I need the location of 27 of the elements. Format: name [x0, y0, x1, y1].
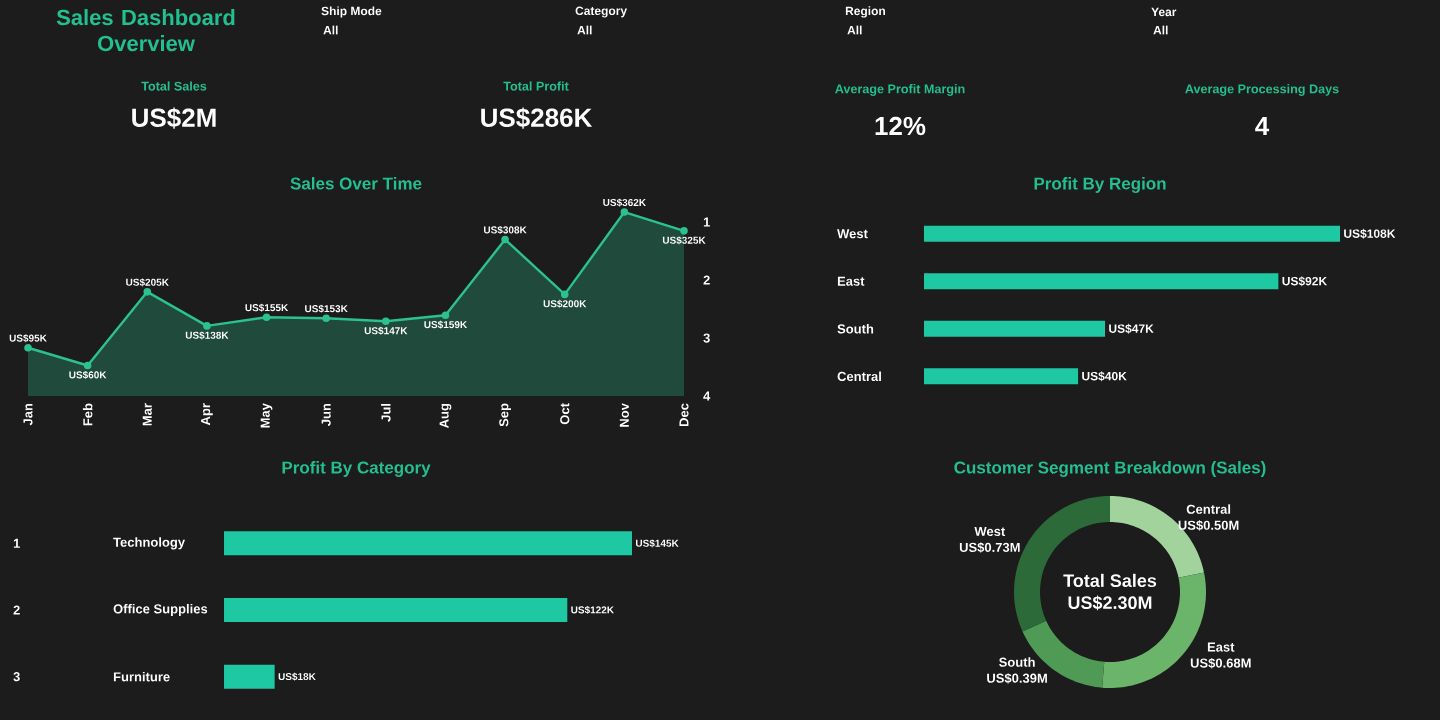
text: 4 — [1255, 117, 1270, 135]
point — [83, 361, 92, 370]
bar — [924, 225, 1341, 242]
text: US$2.30M — [1068, 595, 1152, 611]
point — [262, 313, 271, 322]
chart-title: Customer Segment Breakdown (Sales) — [954, 461, 1266, 477]
point — [382, 317, 390, 326]
bar — [924, 368, 1079, 385]
text: 12% — [875, 116, 926, 136]
point — [203, 322, 211, 330]
bar — [924, 320, 1106, 337]
text: US$2M — [132, 107, 216, 129]
text: US$286K — [481, 107, 593, 129]
point — [24, 343, 32, 352]
point — [620, 208, 629, 216]
text: Total Sales — [1063, 573, 1157, 588]
point — [501, 235, 509, 244]
point — [441, 311, 450, 320]
chart-title: Profit By Region — [1034, 177, 1166, 193]
point — [680, 227, 688, 235]
point — [560, 290, 569, 299]
chart-title: Sales Over Time — [290, 177, 422, 190]
point — [322, 314, 330, 323]
bar — [924, 273, 1279, 290]
chart-title: Profit By Category — [282, 461, 431, 477]
point — [143, 288, 152, 296]
text: Sales Dashboard Overview — [56, 9, 235, 52]
